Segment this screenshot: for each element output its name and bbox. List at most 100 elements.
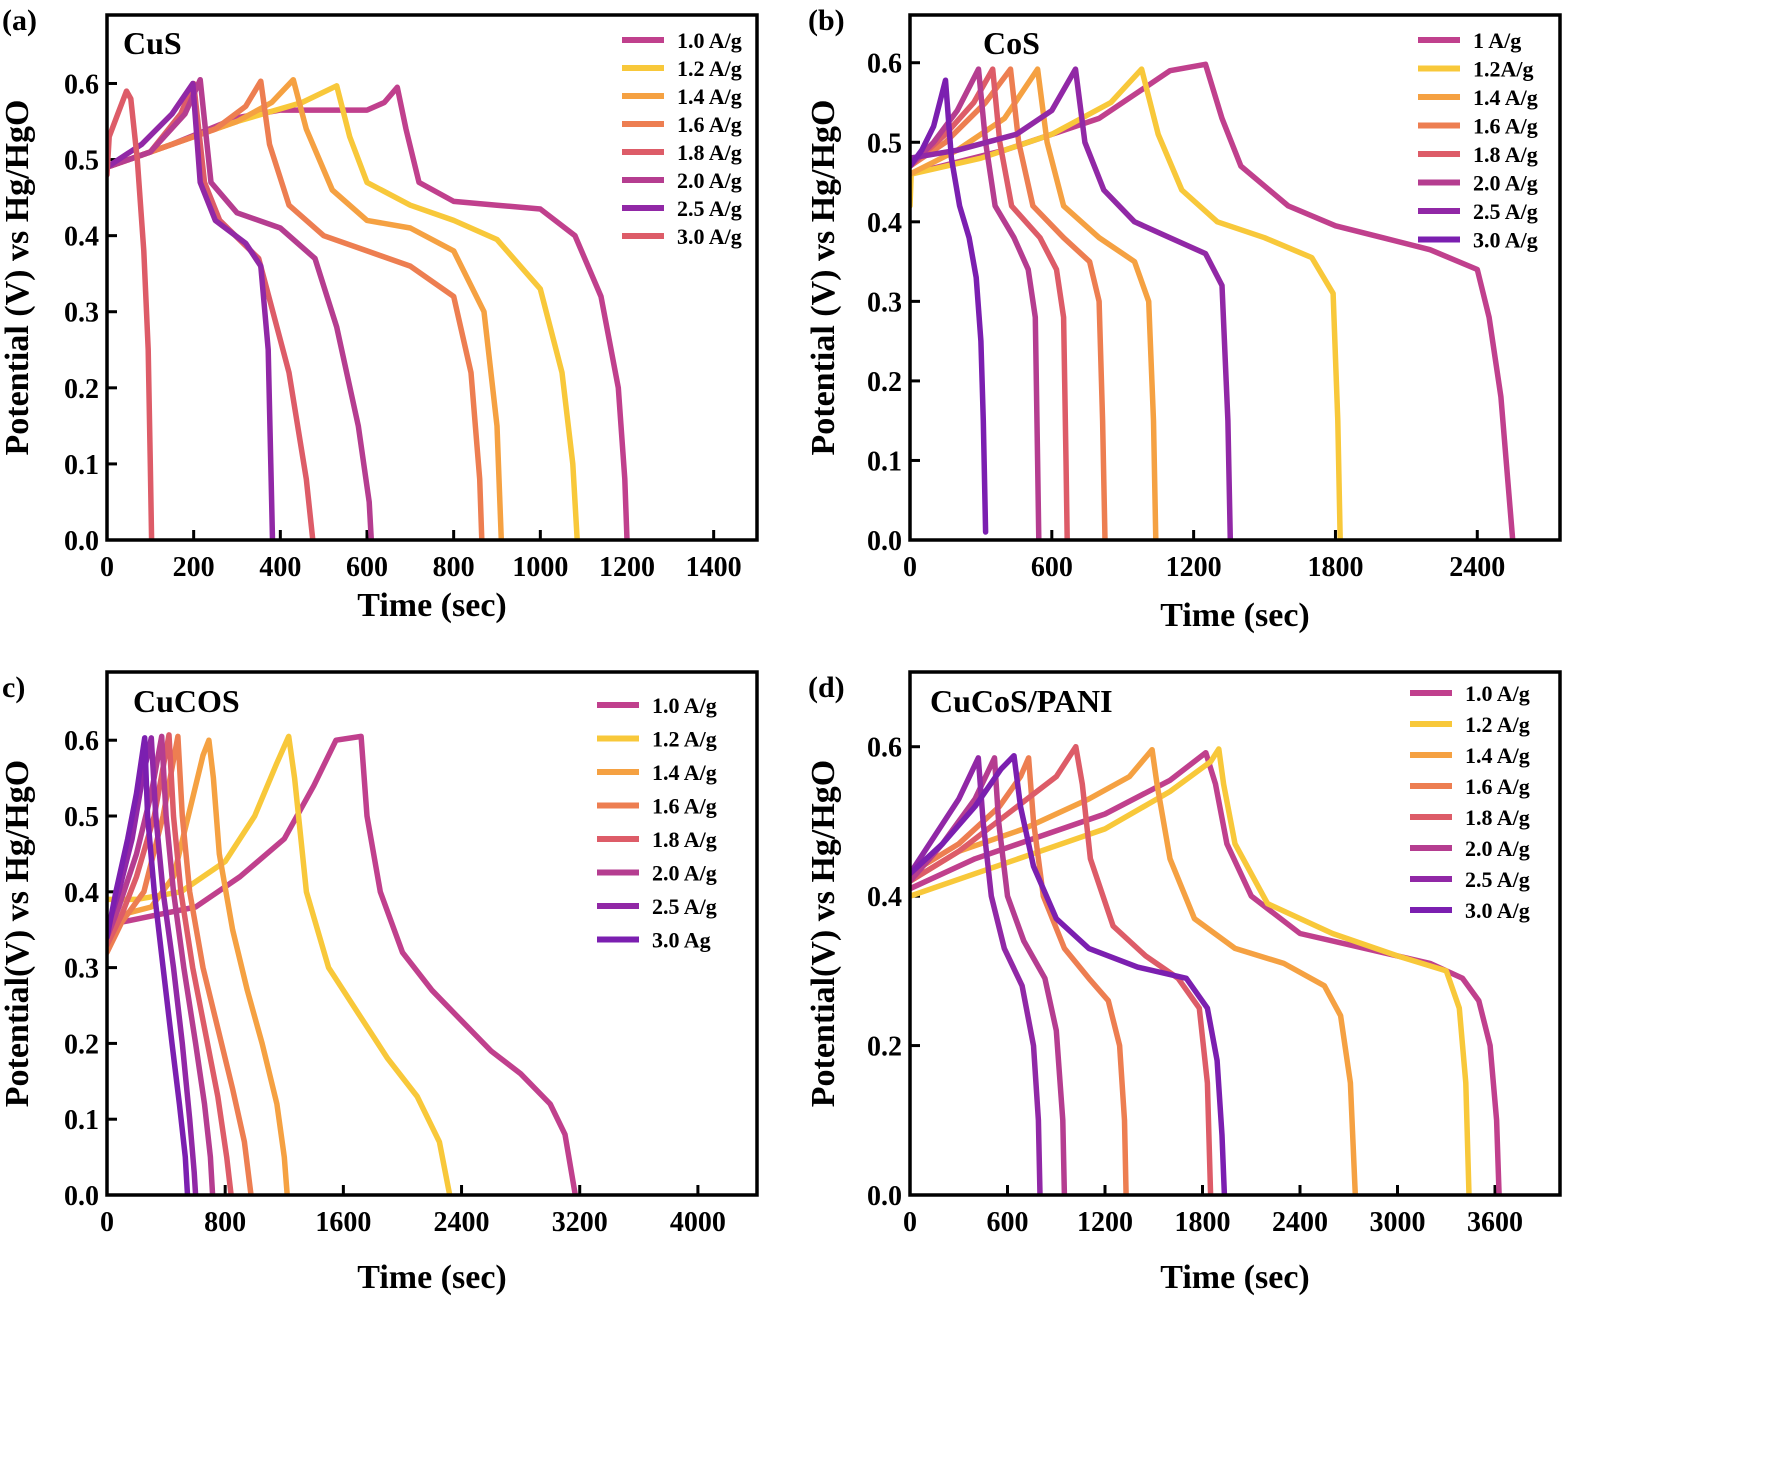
y-tick-label: 0.0: [867, 1181, 902, 1212]
legend-label: 1.0 A/g: [652, 693, 717, 718]
legend-label: 2.0 A/g: [652, 861, 717, 886]
legend-label: 3.0 A/g: [1473, 228, 1538, 253]
series-line-4: [107, 733, 254, 1195]
legend-label: 1.4 A/g: [652, 760, 717, 785]
series-line-1: [107, 733, 579, 1195]
y-axis-title: Potential (V) vs Hg/HgO: [0, 99, 36, 455]
legend-label: 2.5 A/g: [677, 196, 742, 221]
legend-label: 1.4 A/g: [1473, 85, 1538, 110]
legend-label: 3.0 A/g: [677, 224, 742, 249]
series-line-2: [910, 66, 1343, 540]
x-tick-label: 600: [346, 552, 388, 583]
y-tick-label: 0.0: [867, 526, 902, 557]
legend-label: 2.5 A/g: [1473, 199, 1538, 224]
plot-frame: [908, 670, 1562, 1197]
y-tick-label: 0.6: [867, 733, 902, 764]
sample-label: CuCoS/PANI: [930, 683, 1113, 719]
legend-label: 2.0 A/g: [677, 168, 742, 193]
series-line-5: [910, 66, 1070, 540]
y-tick-label: 0.4: [867, 208, 902, 239]
series-line-6: [107, 76, 375, 540]
series-line-1: [910, 749, 1502, 1195]
series-line-7: [107, 735, 199, 1195]
plot-frame: [105, 670, 759, 1197]
y-tick-label: 0.2: [867, 367, 902, 398]
panel-tag: c): [2, 671, 25, 704]
y-tick-label: 0.2: [64, 1029, 99, 1060]
y-axis-title: Potential(V) vs Hg/HgO: [0, 760, 36, 1108]
x-tick-label: 800: [204, 1207, 246, 1238]
y-tick-label: 0.0: [64, 526, 99, 557]
x-tick-label: 0: [100, 1207, 114, 1238]
legend-label: 1.6 A/g: [652, 794, 717, 819]
y-tick-label: 0.1: [64, 1105, 99, 1136]
legend-label: 1.6 A/g: [1473, 114, 1538, 139]
legend: 1 A/g 1.2A/g 1.4 A/g 1.6 A/g 1.8 A/g 2.0 A/g 2…: [1418, 28, 1538, 253]
legend-label: 1.4 A/g: [1465, 743, 1530, 768]
x-tick-label: 1000: [512, 552, 568, 583]
x-tick-label: 1800: [1175, 1207, 1231, 1238]
series-group: [910, 61, 1516, 540]
y-tick-label: 0.3: [867, 287, 902, 318]
series-line-6: [107, 733, 216, 1195]
x-tick-label: 1200: [1077, 1207, 1133, 1238]
series-line-8: [107, 735, 191, 1195]
x-tick-label: 600: [987, 1207, 1029, 1238]
legend-label: 2.5 A/g: [652, 894, 717, 919]
series-line-2: [107, 733, 453, 1195]
y-axis-title: Potential (V) vs Hg/HgO: [805, 99, 842, 455]
x-axis-title: Time (sec): [357, 587, 506, 624]
x-tick-label: 1600: [315, 1207, 371, 1238]
y-tick-label: 0.6: [867, 49, 902, 80]
series-line-4: [910, 66, 1108, 540]
panel-3: c) CuCOS 0 800 1600 2400 3200 4000 0.0 0.1 0.2 0.3 0…: [0, 670, 759, 1296]
x-tick-label: 4000: [670, 1207, 726, 1238]
x-tick-label: 800: [433, 552, 475, 583]
y-tick-label: 0.2: [64, 374, 99, 405]
legend-label: 1.0 A/g: [677, 28, 742, 53]
legend-label: 2.0 A/g: [1473, 171, 1538, 196]
x-tick-label: 600: [1031, 552, 1073, 583]
x-tick-label: 0: [100, 552, 114, 583]
series-line-6: [910, 755, 1068, 1195]
y-tick-label: 0.3: [64, 298, 99, 329]
panel-tag: (b): [808, 4, 845, 37]
legend: 1.0 A/g 1.2 A/g 1.4 A/g 1.6 A/g 1.8 A/g 2.0 A…: [622, 28, 742, 249]
series-line-8: [910, 752, 1228, 1195]
legend-label: 2.5 A/g: [1465, 867, 1530, 892]
plot-frame: [105, 13, 759, 542]
panel-1: (a) CuS 0 200 400 600 800 1000 1200 1400 0.0 0.1 0.2…: [0, 4, 759, 624]
x-tick-label: 200: [173, 552, 215, 583]
legend: 1.0 A/g 1.2 A/g 1.4 A/g 1.6 A/g 1.8 A/g 2.0 A…: [597, 693, 717, 953]
legend-label: 1.6 A/g: [677, 112, 742, 137]
x-tick-label: 1200: [1166, 552, 1222, 583]
series-line-3: [107, 76, 505, 540]
series-group: [107, 732, 579, 1195]
series-group: [910, 743, 1502, 1195]
series-line-8: [107, 88, 155, 540]
legend-label: 1.2A/g: [1473, 57, 1534, 82]
y-tick-label: 0.5: [867, 128, 902, 159]
series-line-3: [107, 737, 290, 1195]
y-tick-label: 0.3: [64, 954, 99, 985]
panel-tag: (d): [808, 671, 845, 704]
x-tick-label: 2400: [1272, 1207, 1328, 1238]
panel-tag: (a): [2, 4, 37, 37]
x-tick-label: 2400: [1449, 552, 1505, 583]
legend-label: 2.0 A/g: [1465, 836, 1530, 861]
y-tick-label: 0.4: [64, 878, 99, 909]
y-tick-label: 0.6: [64, 726, 99, 757]
x-axis-title: Time (sec): [1160, 597, 1309, 634]
y-tick-label: 0.0: [64, 1181, 99, 1212]
series-line-7: [910, 66, 1234, 540]
panel-2: (b) CoS 0 600 1200 1800 2400 0.0 0.1 0.2 0.3 0.4 0.5…: [805, 4, 1562, 634]
y-tick-label: 0.4: [867, 882, 902, 913]
x-tick-label: 1800: [1307, 552, 1363, 583]
y-tick-label: 0.4: [64, 222, 99, 253]
series-line-5: [107, 732, 234, 1195]
sample-label: CoS: [983, 25, 1040, 61]
x-tick-label: 1400: [686, 552, 742, 583]
legend-label: 1.8 A/g: [652, 827, 717, 852]
legend-label: 1.4 A/g: [677, 84, 742, 109]
x-tick-label: 0: [903, 552, 917, 583]
